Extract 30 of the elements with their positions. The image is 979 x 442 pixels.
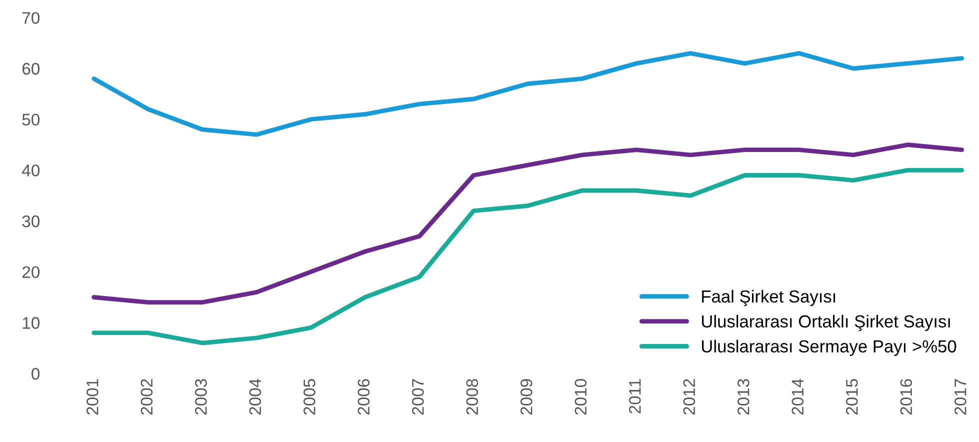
y-tick-label: 30 — [22, 215, 40, 228]
x-tick-label: 2005 — [304, 379, 316, 415]
x-tick-label: 2017 — [954, 379, 966, 415]
line-series — [92, 51, 964, 137]
x-tick-label: 2006 — [358, 379, 370, 415]
line-series — [92, 142, 964, 305]
x-tick-label: 2012 — [683, 379, 696, 415]
x-tick-label: 2008 — [466, 379, 478, 415]
legend-label: Faal Şirket Sayısı — [702, 290, 836, 306]
x-tick-label: 2007 — [412, 379, 424, 415]
y-tick-label: 70 — [22, 12, 40, 24]
y-tick-label: 0 — [32, 368, 40, 380]
x-tick-label: 2016 — [900, 379, 912, 415]
y-tick-label: 40 — [22, 164, 40, 176]
x-tick-label: 2001 — [86, 379, 98, 415]
y-tick-label: 50 — [22, 114, 40, 126]
x-tick-label: 2010 — [574, 379, 587, 415]
legend-label: Uluslararası Ortaklı Şirket Sayısı — [702, 314, 950, 332]
x-tick-label: 2015 — [846, 379, 858, 415]
legend-label: Uluslararası Sermaye Payı >%50 — [702, 340, 956, 356]
x-tick-label: 2003 — [195, 379, 207, 415]
x-tick-label: 2011 — [629, 379, 641, 414]
y-tick-label: 20 — [22, 266, 40, 278]
x-tick-label: 2009 — [520, 379, 532, 415]
x-tick-label: 2002 — [140, 379, 153, 415]
x-tick-label: 2004 — [249, 378, 262, 415]
x-tick-label: 2014 — [792, 378, 804, 415]
y-tick-label: 60 — [22, 62, 40, 75]
x-tick-label: 2013 — [738, 379, 750, 415]
y-tick-label: 10 — [22, 317, 40, 329]
